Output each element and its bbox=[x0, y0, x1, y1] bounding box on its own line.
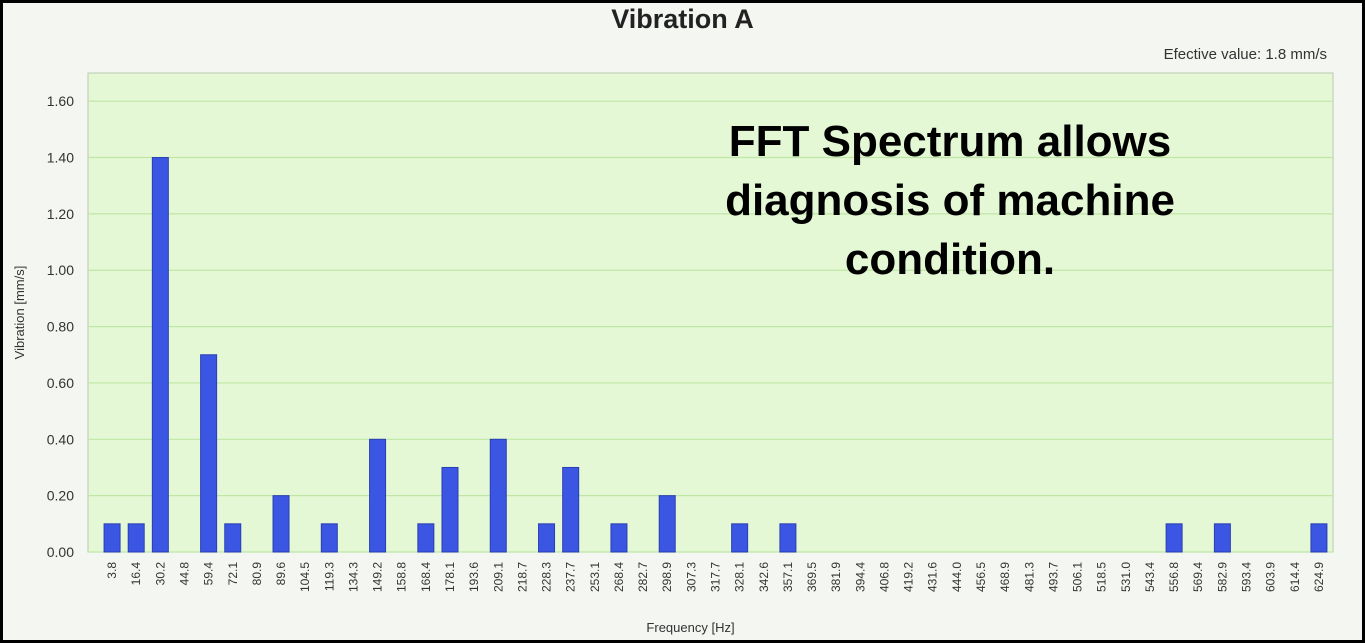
y-tick-label: 0.60 bbox=[47, 375, 74, 391]
y-tick-label: 0.00 bbox=[47, 544, 74, 560]
x-tick-label: 149.2 bbox=[371, 562, 385, 592]
x-tick-label: 268.4 bbox=[612, 562, 626, 592]
effective-value-label: Efective value: 1.8 mm/s bbox=[1163, 46, 1327, 63]
y-axis-label: Vibration [mm/s] bbox=[12, 266, 27, 360]
annotation-line: diagnosis of machine bbox=[725, 176, 1175, 225]
bar bbox=[441, 466, 459, 553]
x-tick-label: 624.9 bbox=[1312, 562, 1326, 592]
gridlines bbox=[88, 100, 1333, 553]
annotation-text: FFT Spectrum allows diagnosis of machine… bbox=[640, 112, 1260, 289]
bar bbox=[417, 523, 435, 553]
x-tick-label: 168.4 bbox=[419, 562, 433, 592]
x-tick-label: 531.0 bbox=[1119, 562, 1133, 592]
y-tick-label: 0.40 bbox=[47, 431, 74, 447]
annotation-line: condition. bbox=[844, 235, 1056, 284]
bars bbox=[103, 157, 1328, 553]
bar bbox=[151, 157, 169, 553]
x-tick-label: 342.6 bbox=[757, 562, 771, 592]
x-tick-label: 419.2 bbox=[902, 562, 916, 592]
x-tick-label: 253.1 bbox=[588, 562, 602, 592]
bar bbox=[779, 523, 797, 553]
bar bbox=[272, 495, 290, 553]
x-tick-label: 237.7 bbox=[564, 562, 578, 592]
x-tick-labels: 3.8 16.4 30.2 44.8 59.4 72.1 80.9 89.6 104.5 119.… bbox=[105, 562, 1326, 592]
bar bbox=[562, 466, 580, 553]
x-tick-label: 158.8 bbox=[395, 562, 409, 592]
x-tick-label: 468.9 bbox=[998, 562, 1012, 592]
x-tick-label: 44.8 bbox=[177, 562, 191, 586]
y-tick-label: 1.40 bbox=[47, 150, 74, 166]
x-tick-label: 282.7 bbox=[636, 562, 650, 592]
x-tick-label: 394.4 bbox=[853, 562, 867, 592]
x-tick-label: 209.1 bbox=[491, 562, 505, 592]
x-tick-label: 218.7 bbox=[515, 562, 529, 592]
x-tick-label: 30.2 bbox=[153, 562, 167, 586]
chart-title: Vibration A bbox=[611, 4, 754, 34]
bar bbox=[224, 523, 242, 553]
x-tick-label: 406.8 bbox=[877, 562, 891, 592]
x-tick-label: 328.1 bbox=[733, 562, 747, 592]
x-tick-label: 543.4 bbox=[1143, 562, 1157, 592]
x-tick-label: 444.0 bbox=[950, 562, 964, 592]
x-tick-label: 298.9 bbox=[660, 562, 674, 592]
bar bbox=[1213, 523, 1231, 553]
x-tick-label: 3.8 bbox=[105, 562, 119, 579]
bar bbox=[320, 523, 338, 553]
x-tick-label: 317.7 bbox=[709, 562, 723, 592]
x-tick-label: 59.4 bbox=[202, 562, 216, 586]
bar bbox=[658, 495, 676, 553]
x-tick-label: 369.5 bbox=[805, 562, 819, 592]
bar bbox=[489, 438, 507, 553]
x-tick-label: 493.7 bbox=[1046, 562, 1060, 592]
x-tick-label: 357.1 bbox=[781, 562, 795, 592]
x-axis-label: Frequency [Hz] bbox=[646, 620, 734, 635]
y-tick-label: 1.60 bbox=[47, 93, 74, 109]
x-tick-label: 518.5 bbox=[1095, 562, 1109, 592]
x-tick-label: 582.9 bbox=[1215, 562, 1229, 592]
x-tick-label: 119.3 bbox=[322, 562, 336, 591]
x-tick-label: 593.4 bbox=[1240, 562, 1254, 592]
bar bbox=[610, 523, 628, 553]
x-tick-label: 89.6 bbox=[274, 562, 288, 586]
annotation-line: FFT Spectrum allows bbox=[728, 117, 1172, 166]
y-tick-labels: 0.00 0.20 0.40 0.60 0.80 1.00 1.20 1.40 1.60 bbox=[47, 93, 74, 560]
bar bbox=[103, 523, 121, 553]
x-tick-label: 381.9 bbox=[829, 562, 843, 592]
x-tick-label: 134.3 bbox=[346, 562, 360, 592]
x-tick-label: 614.4 bbox=[1288, 562, 1302, 592]
x-tick-label: 80.9 bbox=[250, 562, 264, 586]
x-tick-label: 481.3 bbox=[1022, 562, 1036, 592]
x-tick-label: 178.1 bbox=[443, 562, 457, 592]
x-tick-label: 603.9 bbox=[1264, 562, 1278, 592]
x-tick-label: 72.1 bbox=[226, 562, 240, 586]
plot-area bbox=[87, 72, 1334, 553]
bar bbox=[538, 523, 556, 553]
bar bbox=[1310, 523, 1328, 553]
x-tick-label: 307.3 bbox=[684, 562, 698, 592]
x-tick-label: 456.5 bbox=[974, 562, 988, 592]
x-tick-label: 506.1 bbox=[1071, 562, 1085, 592]
x-tick-label: 193.6 bbox=[467, 562, 481, 592]
y-tick-label: 1.00 bbox=[47, 262, 74, 278]
bar bbox=[127, 523, 145, 553]
y-tick-label: 0.80 bbox=[47, 319, 74, 335]
y-tick-label: 0.20 bbox=[47, 488, 74, 504]
x-tick-label: 431.6 bbox=[926, 562, 940, 592]
bar bbox=[200, 354, 218, 553]
bar bbox=[1165, 523, 1183, 553]
bar bbox=[369, 438, 387, 553]
bar bbox=[731, 523, 749, 553]
y-tick-label: 1.20 bbox=[47, 206, 74, 222]
x-tick-label: 16.4 bbox=[129, 562, 143, 586]
x-tick-label: 228.3 bbox=[540, 562, 554, 592]
x-tick-label: 104.5 bbox=[298, 562, 312, 592]
x-tick-label: 569.4 bbox=[1191, 562, 1205, 592]
x-tick-label: 556.8 bbox=[1167, 562, 1181, 592]
